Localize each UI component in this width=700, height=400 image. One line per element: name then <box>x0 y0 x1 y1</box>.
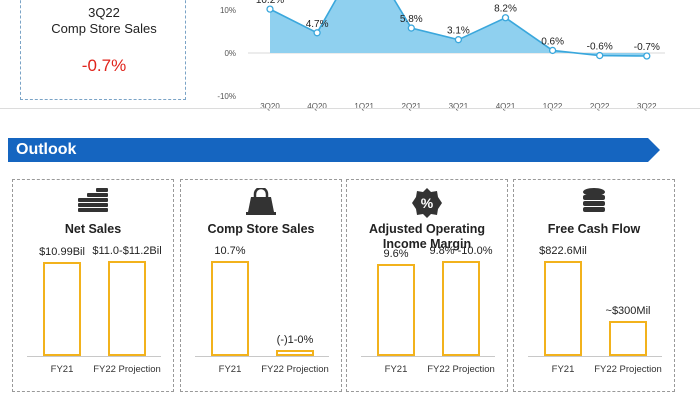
x-tick-label: 3Q20 <box>260 102 280 111</box>
bar-value-label: 9.8% -10.0% <box>429 245 493 257</box>
outlook-banner-shape <box>8 138 660 162</box>
bar-category-label: FY22 Projection <box>93 364 161 375</box>
x-tick-label: 2Q22 <box>590 102 610 111</box>
svg-text:%: % <box>421 195 434 211</box>
bar-category-label: FY21 <box>218 364 242 375</box>
bar-baseline <box>195 356 329 357</box>
x-tick-label: 1Q21 <box>354 102 374 111</box>
bar-value-label: $10.99Bil <box>39 245 85 258</box>
trend-data-label: 0.6% <box>541 36 564 47</box>
outlook-card-operating-margin: % Adjusted Operating Income Margin 9.6% F… <box>346 179 508 392</box>
trend-data-label: 5.8% <box>400 14 423 25</box>
bar <box>544 261 582 356</box>
bar-value-label: $822.6Mil <box>539 245 587 257</box>
coins-stack-icon <box>514 188 674 216</box>
outlook-title: Outlook <box>16 141 77 158</box>
shopping-bag-icon <box>181 188 341 216</box>
card-title: Comp Store Sales <box>207 222 315 236</box>
bar <box>211 261 249 356</box>
bar <box>276 350 314 356</box>
coins-stack-icon <box>13 188 173 216</box>
trend-data-label: 10.2% <box>256 0 284 6</box>
trend-data-label: -0.7% <box>634 42 660 53</box>
bar-value-label: $11.0-$11.2Bil <box>92 245 162 257</box>
bar-category-label: FY22 Projection <box>594 364 662 375</box>
bar-category-label: FY21 <box>384 364 408 375</box>
outlook-banner <box>8 138 660 162</box>
section-divider <box>0 108 700 109</box>
outlook-card-net-sales: Net Sales $10.99Bil FY21 $11.0-$11.2Bil FY2… <box>12 179 174 392</box>
bar <box>442 261 480 356</box>
x-tick-label: 4Q20 <box>307 102 327 111</box>
trend-data-label: -0.6% <box>587 42 613 53</box>
trend-area <box>270 0 647 57</box>
percent-badge-icon: % <box>347 188 507 218</box>
card-title: Net Sales <box>64 222 122 236</box>
bar-baseline <box>361 356 495 357</box>
card-title: Adjusted Operating Income Margin <box>369 222 485 251</box>
y-tick-label: 10% <box>220 6 236 15</box>
kpi-period: 3Q22 <box>88 5 120 20</box>
bar-category-label: FY21 <box>50 364 74 375</box>
kpi-label: Comp Store Sales <box>51 21 157 36</box>
bar-value-label: (-)1-0% <box>276 334 314 346</box>
x-tick-label: 4Q21 <box>496 102 516 111</box>
trend-point <box>643 52 651 60</box>
bar-value-label: ~$300Mil <box>605 305 651 318</box>
trend-point <box>501 14 510 22</box>
bar-category-label: FY22 Projection <box>427 364 495 375</box>
y-tick-label: 0% <box>224 49 236 58</box>
bar-baseline <box>528 356 662 357</box>
bar-baseline <box>27 356 161 357</box>
x-tick-label: 1Q22 <box>543 102 563 111</box>
bar-category-label: FY21 <box>551 364 575 375</box>
bar-category-label: FY22 Projection <box>261 364 329 375</box>
bar <box>609 321 647 356</box>
x-tick-label: 2Q21 <box>402 102 422 111</box>
trend-point <box>596 51 604 60</box>
trend-data-label: 4.7% <box>306 19 329 30</box>
x-tick-label: 3Q21 <box>449 102 469 111</box>
bar-value-label: 10.7% <box>214 245 246 257</box>
comp-sales-trend-chart: 10% 0% -10% 10.2% 3Q20 4.7% 4Q20 1Q21 5.8% 2Q21 3.… <box>217 0 665 111</box>
bar <box>43 261 81 356</box>
trend-data-label: 8.2% <box>494 4 517 15</box>
x-tick-label: 3Q22 <box>637 102 657 111</box>
kpi-card: 3Q22 Comp Store Sales -0.7% <box>20 0 186 100</box>
trend-point <box>407 24 415 32</box>
y-tick-label: -10% <box>217 92 236 101</box>
trend-point <box>454 36 463 44</box>
bar <box>108 261 146 356</box>
outlook-card-comp-store-sales: Comp Store Sales 10.7% FY21 (-)1-0% FY22 Pr… <box>180 179 342 392</box>
trend-point <box>313 29 321 37</box>
card-title: Free Cash Flow <box>547 222 641 236</box>
trend-point <box>548 46 557 55</box>
trend-point <box>266 5 274 13</box>
kpi-value: -0.7% <box>81 56 127 75</box>
outlook-card-free-cash-flow: Free Cash Flow $822.6Mil FY21 ~$300Mil FY22… <box>513 179 675 392</box>
bar-value-label: 9.6% <box>383 247 409 260</box>
trend-data-label: 3.1% <box>447 26 470 37</box>
bar <box>377 263 415 356</box>
